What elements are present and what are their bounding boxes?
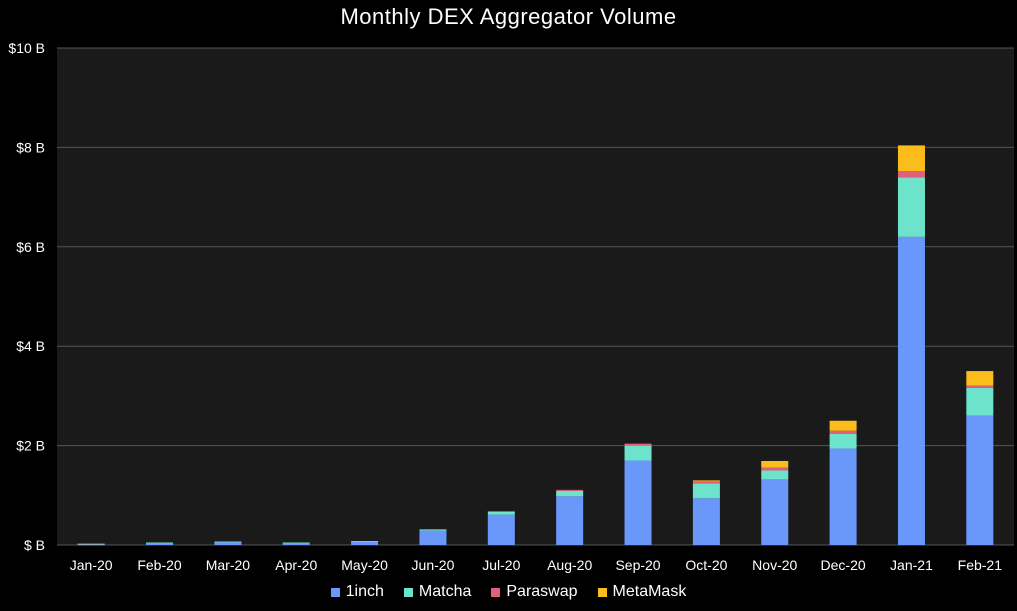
x-tick-label: Oct-20 bbox=[685, 557, 727, 573]
x-tick-label: Dec-20 bbox=[821, 557, 866, 573]
x-tick-label: Sep-20 bbox=[615, 557, 660, 573]
bar-1inch-aug-20 bbox=[556, 496, 584, 545]
bar-paraswap-nov-20 bbox=[761, 467, 789, 471]
bar-paraswap-aug-20 bbox=[556, 489, 584, 491]
bars bbox=[77, 145, 994, 546]
y-tick-label: $6 B bbox=[16, 239, 45, 255]
x-tick-label: Jan-20 bbox=[70, 557, 113, 573]
bar-1inch-may-20 bbox=[351, 541, 379, 545]
bar-matcha-feb-20 bbox=[146, 542, 174, 544]
y-tick-label: $4 B bbox=[16, 338, 45, 354]
x-tick-label: Mar-20 bbox=[206, 557, 251, 573]
bar-matcha-may-20 bbox=[351, 541, 379, 542]
bar-paraswap-oct-20 bbox=[692, 480, 720, 484]
legend-label: MetaMask bbox=[612, 583, 687, 600]
bar-matcha-jan-20 bbox=[77, 544, 105, 545]
legend-swatch bbox=[403, 587, 413, 597]
x-tick-label: May-20 bbox=[341, 557, 388, 573]
bar-paraswap-jan-21 bbox=[897, 171, 925, 178]
bar-matcha-apr-20 bbox=[282, 542, 310, 544]
x-axis: Jan-20 Feb-20 Mar-20 Apr-20 May-20 Jun-20 Jul-… bbox=[70, 557, 1002, 573]
bar-matcha-dec-20 bbox=[829, 433, 857, 449]
legend-swatch bbox=[330, 587, 340, 597]
bar-metamask-oct-20 bbox=[692, 480, 720, 482]
bar-paraswap-jun-20 bbox=[419, 529, 447, 530]
bar-matcha-oct-20 bbox=[692, 483, 720, 499]
bar-1inch-jul-20 bbox=[487, 514, 515, 545]
x-tick-label: Nov-20 bbox=[752, 557, 797, 573]
legend-label: Paraswap bbox=[506, 583, 578, 600]
plot-area bbox=[57, 48, 1014, 545]
legend-label: Matcha bbox=[418, 583, 472, 600]
y-tick-label: $8 B bbox=[16, 139, 45, 155]
legend-item-paraswap: Paraswap bbox=[491, 583, 578, 601]
bar-paraswap-feb-21 bbox=[966, 385, 994, 388]
y-axis: $ B $2 B $4 B $6 B $8 B $10 B bbox=[8, 40, 45, 553]
x-tick-label: Jul-20 bbox=[482, 557, 520, 573]
bar-matcha-jun-20 bbox=[419, 529, 447, 531]
bar-1inch-dec-20 bbox=[829, 448, 857, 545]
y-tick-label: $10 B bbox=[8, 40, 45, 56]
bar-matcha-mar-20 bbox=[214, 541, 242, 543]
bar-1inch-nov-20 bbox=[761, 479, 789, 545]
legend: 1inch Matcha Paraswap MetaMask bbox=[0, 583, 1017, 601]
x-tick-label: Jan-21 bbox=[890, 557, 933, 573]
bar-metamask-dec-20 bbox=[829, 420, 857, 431]
bar-1inch-apr-20 bbox=[282, 543, 310, 545]
y-tick-label: $ B bbox=[24, 537, 45, 553]
bar-1inch-feb-20 bbox=[146, 543, 174, 545]
bar-matcha-jan-21 bbox=[897, 177, 925, 237]
x-tick-label: Feb-21 bbox=[958, 557, 1003, 573]
x-tick-label: Aug-20 bbox=[547, 557, 592, 573]
bar-metamask-nov-20 bbox=[761, 461, 789, 468]
bar-paraswap-jul-20 bbox=[487, 511, 515, 513]
chart-title: Monthly DEX Aggregator Volume bbox=[340, 4, 677, 29]
legend-swatch bbox=[491, 587, 501, 597]
bar-metamask-jan-21 bbox=[897, 145, 925, 172]
bar-1inch-feb-21 bbox=[966, 415, 994, 545]
bar-metamask-feb-21 bbox=[966, 371, 994, 386]
x-tick-label: Feb-20 bbox=[137, 557, 182, 573]
x-tick-label: Apr-20 bbox=[275, 557, 317, 573]
bar-1inch-jan-20 bbox=[77, 544, 105, 546]
y-tick-label: $2 B bbox=[16, 438, 45, 454]
bar-1inch-oct-20 bbox=[692, 498, 720, 545]
bar-paraswap-jan-20 bbox=[77, 543, 105, 545]
legend-label: 1inch bbox=[345, 583, 384, 600]
bar-matcha-feb-21 bbox=[966, 387, 994, 416]
bar-1inch-jun-20 bbox=[419, 530, 447, 545]
legend-item-metamask: MetaMask bbox=[597, 583, 687, 601]
bar-matcha-jul-20 bbox=[487, 511, 515, 515]
bar-matcha-nov-20 bbox=[761, 470, 789, 480]
bar-matcha-sep-20 bbox=[624, 445, 652, 461]
bar-1inch-mar-20 bbox=[214, 542, 242, 545]
bar-paraswap-dec-20 bbox=[829, 430, 857, 434]
bar-1inch-jan-21 bbox=[897, 236, 925, 546]
bar-1inch-sep-20 bbox=[624, 460, 652, 545]
legend-item-matcha: Matcha bbox=[403, 583, 472, 601]
legend-item-1inch: 1inch bbox=[330, 583, 384, 601]
x-tick-label: Jun-20 bbox=[412, 557, 455, 573]
bar-paraswap-sep-20 bbox=[624, 443, 652, 446]
legend-swatch bbox=[597, 587, 607, 597]
bar-matcha-aug-20 bbox=[556, 490, 584, 497]
